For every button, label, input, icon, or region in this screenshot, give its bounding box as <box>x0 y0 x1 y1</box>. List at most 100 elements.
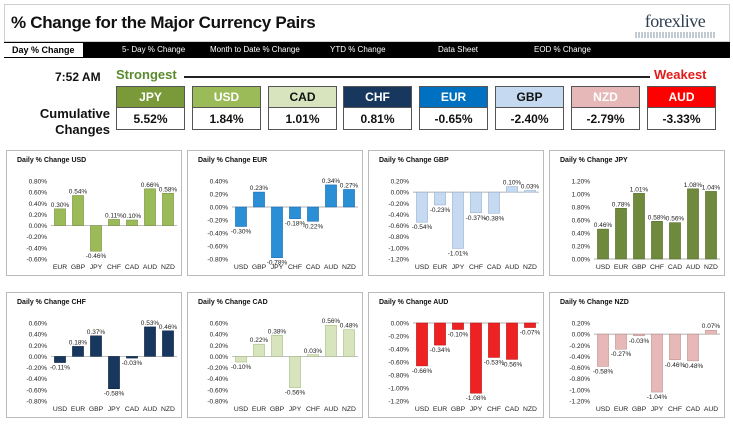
bar-data-label: 0.03% <box>521 183 540 190</box>
tab-day-change[interactable]: Day % Change <box>4 43 83 57</box>
bar-aud <box>325 184 337 208</box>
timestamp: 7:52 AM <box>55 70 101 84</box>
bar-data-label: 0.46% <box>594 222 613 229</box>
x-category-label: AUD <box>143 406 157 413</box>
y-tick-label: -0.20% <box>207 365 228 372</box>
bar-nzd <box>162 193 174 226</box>
bar-data-label: -0.54% <box>412 224 433 231</box>
y-tick-label: -1.20% <box>569 399 590 406</box>
chart-title: Daily % Change NZD <box>560 299 629 306</box>
bar-data-label: 0.54% <box>69 188 88 195</box>
rank-box-cad: CAD 1.01% <box>268 86 337 131</box>
x-category-label: JPY <box>289 406 302 413</box>
y-tick-label: 0.40% <box>210 332 229 339</box>
x-category-label: EUR <box>252 406 266 413</box>
bar-data-label: 1.04% <box>702 184 721 191</box>
bar-data-label: 0.58% <box>648 214 667 221</box>
x-category-label: CAD <box>686 406 700 413</box>
bar-data-label: -0.03% <box>629 338 650 345</box>
y-tick-label: 0.00% <box>210 354 229 361</box>
x-category-label: USD <box>415 406 429 413</box>
rank-box-aud: AUD -3.33% <box>647 86 716 131</box>
bar-cad <box>669 222 681 260</box>
x-category-label: GBP <box>89 406 104 413</box>
bar-data-label: 0.48% <box>340 323 359 330</box>
x-category-label: JPY <box>651 406 664 413</box>
bar-chf <box>669 333 681 361</box>
y-tick-label: 0.40% <box>29 201 48 208</box>
y-tick-label: 0.60% <box>572 218 591 225</box>
rank-cumulative-value: 1.84% <box>192 108 261 130</box>
bar-data-label: -0.66% <box>412 368 433 375</box>
x-category-label: NZD <box>342 264 356 271</box>
x-category-label: JPY <box>452 264 465 271</box>
chart-usd: Daily % Change USD 0.80% 0.60% 0.40% 0.20% 0.… <box>6 150 182 276</box>
bar-eur <box>615 208 627 260</box>
bar-gbp <box>253 191 265 208</box>
bar-data-label: 0.03% <box>304 348 323 355</box>
bar-data-label: -0.38% <box>484 215 505 222</box>
y-tick-label: -1.00% <box>388 386 409 393</box>
rank-currency-code: JPY <box>116 86 185 108</box>
bar-usd <box>597 333 609 367</box>
x-category-label: CHF <box>668 406 682 413</box>
x-category-label: CAD <box>125 264 139 271</box>
bar-gbp <box>72 195 84 226</box>
rank-currency-code: USD <box>192 86 261 108</box>
y-tick-label: -1.00% <box>388 245 409 252</box>
chart-cad: Daily % Change CAD 0.60% 0.40% 0.20% 0.00% -0… <box>187 292 363 418</box>
bar-data-label: 0.11% <box>105 212 123 219</box>
tab-bar: Day % Change 5- Day % Change Month to Da… <box>4 42 730 58</box>
bar-jpy <box>108 356 120 389</box>
y-tick-label: -0.60% <box>388 360 409 367</box>
bar-jpy <box>470 322 482 394</box>
rank-cumulative-value: 0.81% <box>343 108 412 130</box>
tab-5-day-change[interactable]: 5- Day % Change <box>122 45 186 54</box>
y-tick-label: -0.40% <box>207 376 228 383</box>
bar-gbp <box>271 335 283 357</box>
chart-eur: Daily % Change EUR 0.40% 0.20% 0.00% -0.20% -… <box>187 150 363 276</box>
bar-aud <box>144 188 156 226</box>
chart-aud: Daily % Change AUD 0.00% -0.20% -0.40% -0.60… <box>368 292 544 418</box>
chart-plot: 1.20% 1.00% 0.80% 0.60% 0.40% 0.20% 0.00% 0.46%… <box>572 179 721 272</box>
x-category-label: JPY <box>90 264 103 271</box>
bar-data-label: 0.66% <box>141 182 160 189</box>
bar-data-label: 0.27% <box>340 182 359 189</box>
bar-data-label: 0.22% <box>250 337 269 344</box>
y-tick-label: -1.00% <box>569 387 590 394</box>
bar-usd <box>235 356 247 363</box>
bar-jpy <box>452 191 464 249</box>
y-tick-label: -0.80% <box>569 376 590 383</box>
bar-data-label: -0.37% <box>466 215 487 222</box>
x-category-label: CAD <box>306 264 320 271</box>
bar-nzd <box>524 190 536 193</box>
bar-nzd <box>524 322 536 328</box>
bar-data-label: -0.58% <box>104 391 125 398</box>
bar-data-label: 1.01% <box>630 186 649 193</box>
bar-chf <box>651 221 663 260</box>
forexlive-logo[interactable]: forexlive <box>635 11 715 41</box>
bar-data-label: -1.01% <box>448 250 469 257</box>
y-tick-label: 0.20% <box>391 179 410 186</box>
x-category-label: NZD <box>523 264 537 271</box>
tab-data-sheet[interactable]: Data Sheet <box>438 45 479 54</box>
x-category-label: JPY <box>271 264 284 271</box>
y-tick-label: 0.20% <box>572 244 591 251</box>
logo-tagline-graphic <box>635 32 715 38</box>
tab-month-to-date-change[interactable]: Month to Date % Change <box>210 45 300 54</box>
y-tick-label: 0.00% <box>391 190 410 197</box>
bar-data-label: 0.56% <box>322 318 341 325</box>
bar-data-label: -0.23% <box>430 207 451 214</box>
x-category-label: EUR <box>433 264 447 271</box>
y-tick-label: -0.20% <box>26 365 47 372</box>
bar-usd <box>416 191 428 223</box>
tab-ytd-change[interactable]: YTD % Change <box>330 45 386 54</box>
bar-jpy <box>651 333 663 393</box>
bar-cad <box>488 191 500 214</box>
y-tick-label: 0.20% <box>210 192 229 199</box>
tab-eod-change[interactable]: EOD % Change <box>534 45 591 54</box>
x-category-label: NZD <box>704 264 718 271</box>
bar-aud <box>705 329 717 335</box>
bar-data-label: 0.56% <box>666 216 685 223</box>
bar-gbp <box>633 193 645 260</box>
